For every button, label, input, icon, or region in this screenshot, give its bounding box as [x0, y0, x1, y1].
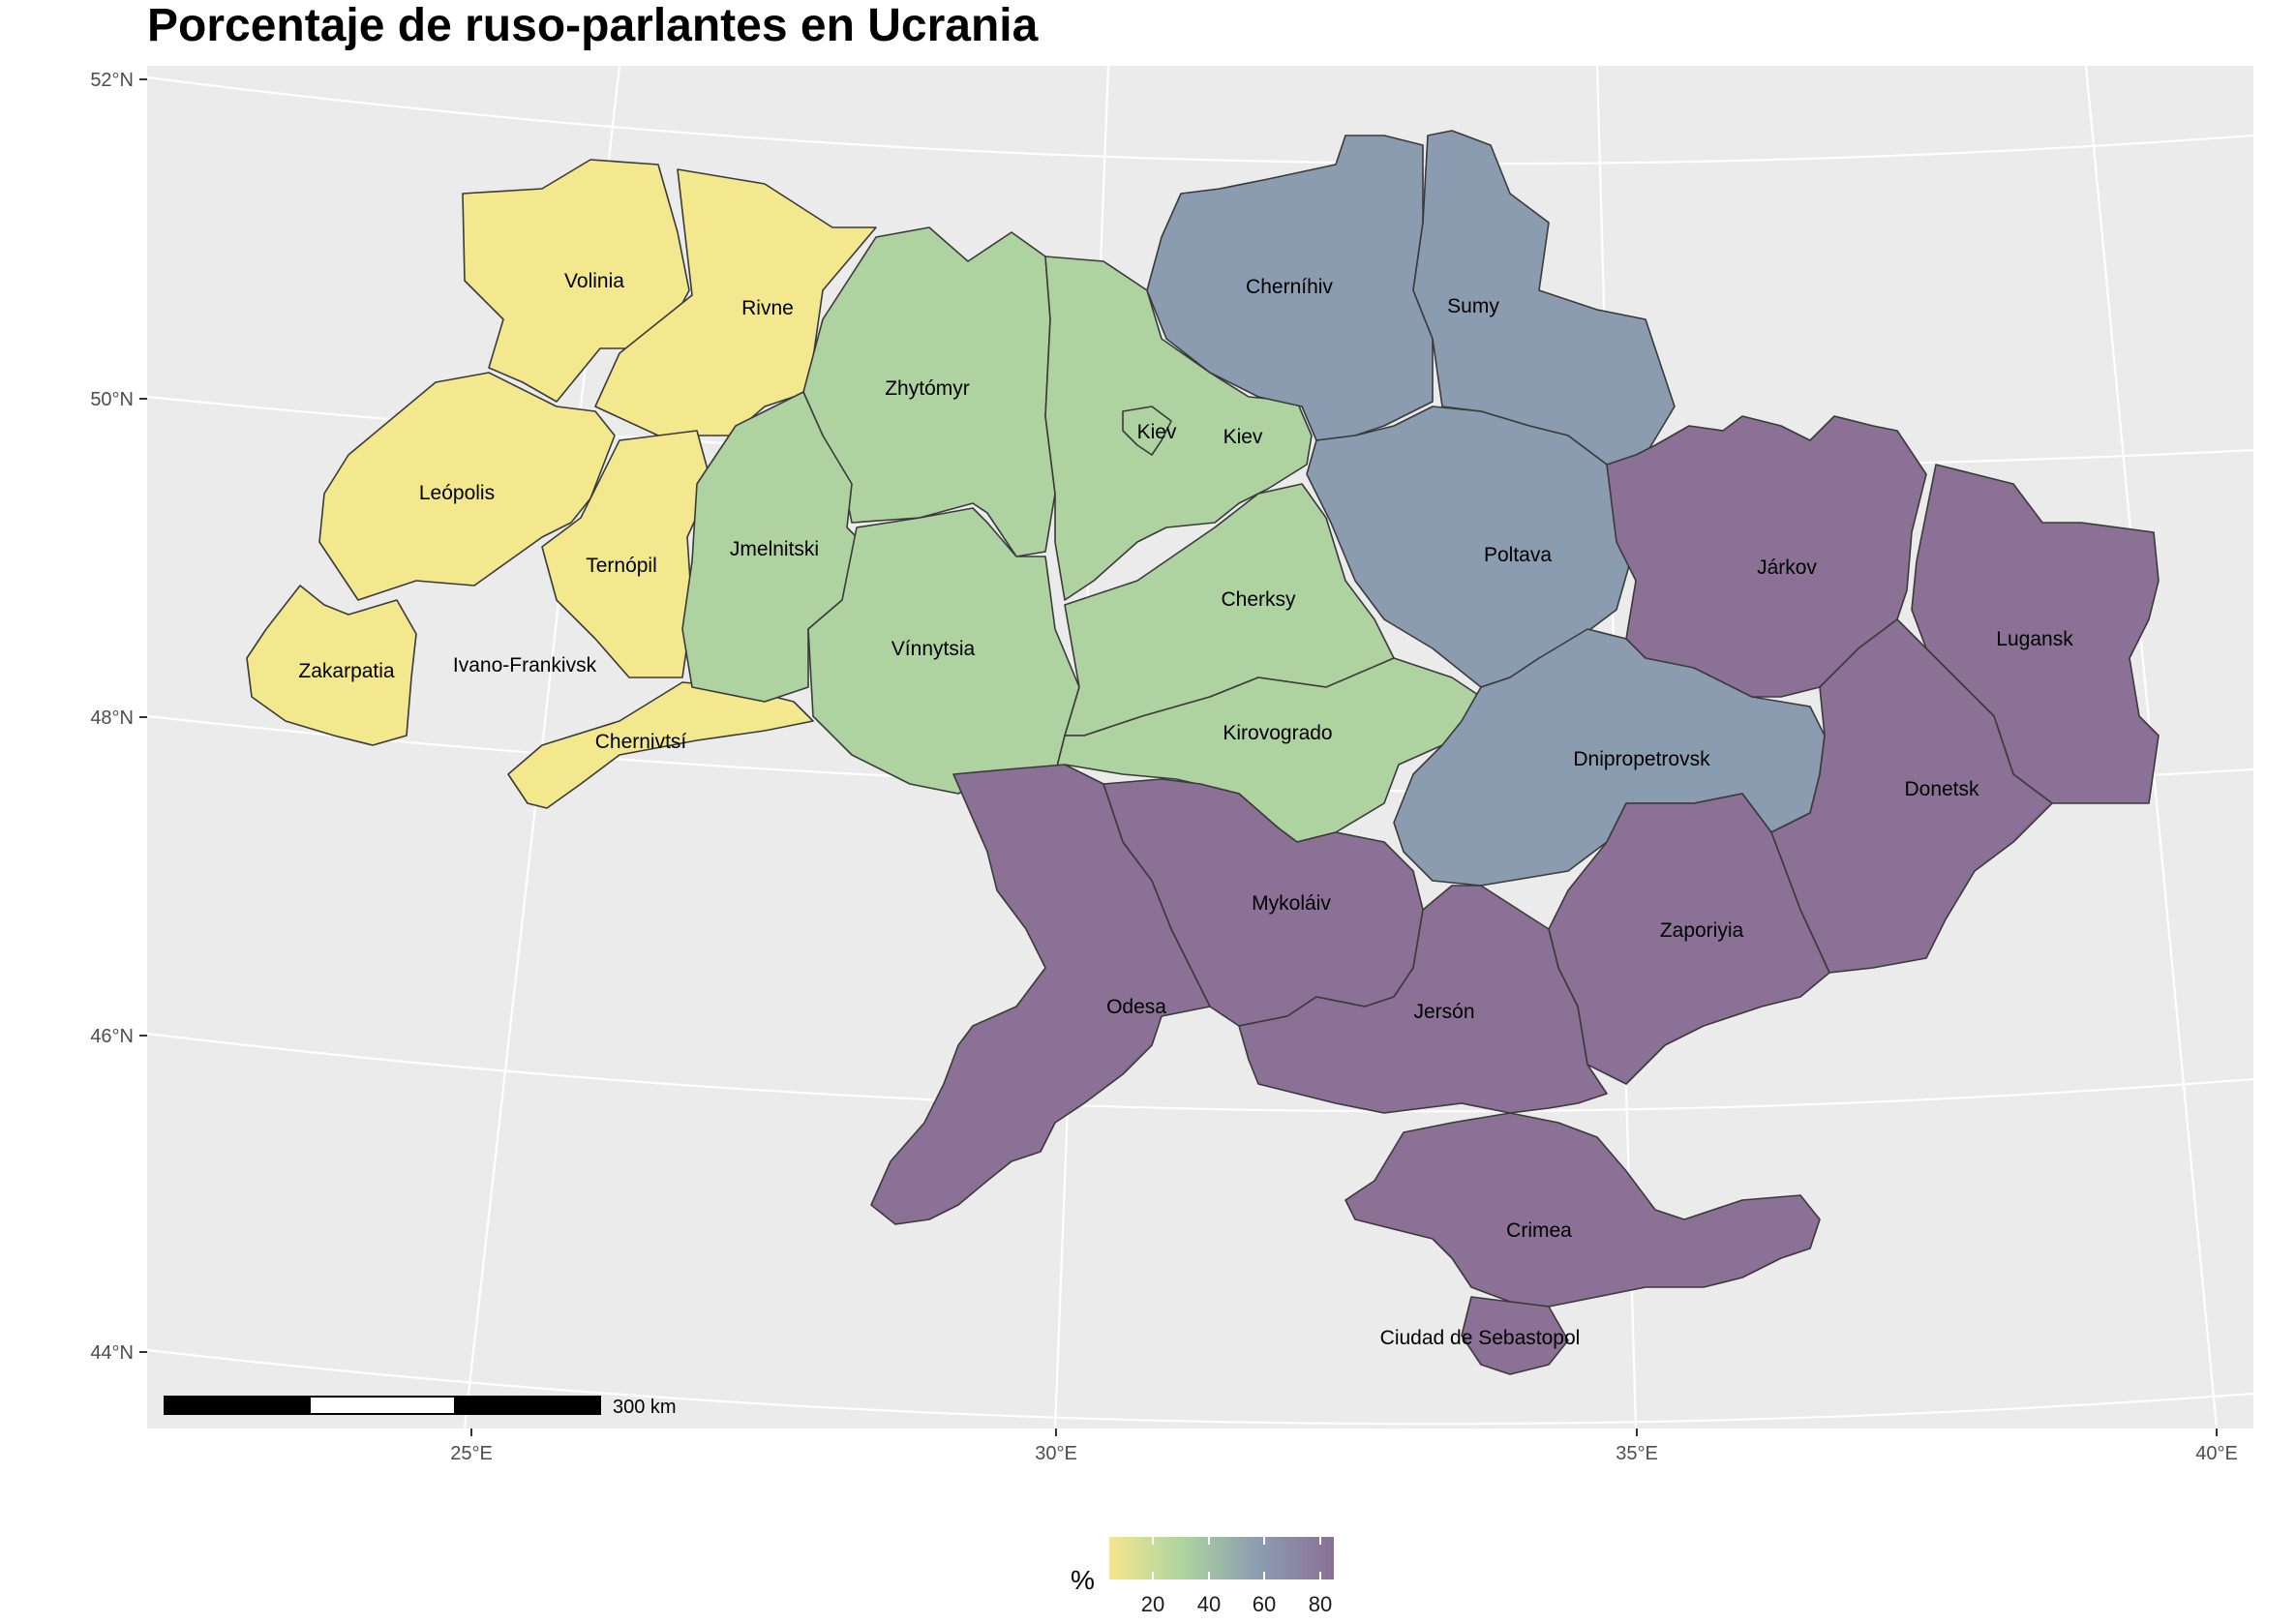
region-jerson — [1238, 885, 1608, 1114]
region-sebastopol — [1461, 1296, 1569, 1375]
scale-bar: 300 km — [164, 1396, 677, 1418]
lon-axis: 25°E 30°E 35°E 40°E — [450, 1429, 2238, 1464]
label-rivne: Rivne — [741, 297, 794, 319]
lat-label-50: 50°N — [90, 389, 134, 410]
region-kirovogrado — [1054, 657, 1482, 843]
label-kiev-oblast: Kiev — [1224, 426, 1263, 448]
label-ivano-frankivsk: Ivano-Frankivsk — [453, 654, 597, 677]
region-chernihiv — [1146, 135, 1434, 441]
label-zakarpatia: Zakarpatia — [298, 660, 395, 682]
legend-title: % — [1071, 1565, 1095, 1595]
label-leopolis: Leópolis — [419, 482, 495, 504]
label-jmelnitski: Jmelnitski — [730, 538, 819, 560]
region-jarkov — [1606, 415, 1927, 698]
legend-label-80: 80 — [1309, 1592, 1332, 1616]
legend-label-40: 40 — [1197, 1592, 1221, 1616]
region-donetsk — [1770, 618, 2053, 974]
scale-segment-3 — [454, 1396, 601, 1415]
label-chernivtsi: Chernivtsí — [595, 731, 687, 753]
label-sebastopol: Ciudad de Sebastopol — [1380, 1327, 1581, 1349]
region-kiev-oblast — [1044, 256, 1313, 601]
label-jarkov: Járkov — [1757, 556, 1817, 579]
lat-axis: 52°N 50°N 48°N 46°N 44°N — [90, 70, 147, 1364]
label-zaporiyia: Zaporiyia — [1660, 919, 1744, 942]
label-mykolaiv: Mykoláiv — [1252, 892, 1331, 915]
label-zhytomyr: Zhytómyr — [885, 377, 970, 400]
label-kirovogrado: Kirovogrado — [1223, 722, 1332, 744]
scale-label: 300 km — [613, 1397, 677, 1418]
region-labels: Volinia Rivne Leópolis Ternópil Zakarpat… — [298, 270, 2073, 1349]
label-lugansk: Lugansk — [1996, 628, 2073, 650]
region-zakarpatia — [246, 585, 417, 746]
lat-label-52: 52°N — [90, 70, 134, 91]
lon-label-35: 35°E — [1616, 1443, 1658, 1464]
region-kiev-city — [1122, 406, 1172, 456]
lon-label-40: 40°E — [2195, 1443, 2238, 1464]
legend: % 20 40 60 80 — [1071, 1537, 1334, 1616]
scale-segment-2 — [309, 1396, 456, 1415]
label-kiev-city: Kiev — [1137, 421, 1177, 443]
label-sumy: Sumy — [1447, 295, 1499, 317]
label-odesa: Odesa — [1106, 996, 1166, 1018]
graticule-lat-46 — [146, 1032, 2254, 1113]
scale-segment-1 — [164, 1396, 311, 1415]
legend-colorbar — [1109, 1537, 1334, 1579]
label-vinnytsia: Vínnytsia — [891, 638, 976, 660]
region-odesa — [870, 764, 1211, 1225]
label-jerson: Jersón — [1413, 1001, 1474, 1023]
label-cherksy: Cherksy — [1221, 588, 1296, 611]
graticule-lat-44 — [146, 1348, 2254, 1426]
region-leopolis — [318, 372, 616, 601]
region-chernivtsi — [507, 681, 814, 809]
label-poltava: Poltava — [1484, 544, 1552, 566]
lat-label-48: 48°N — [90, 707, 134, 729]
legend-label-60: 60 — [1253, 1592, 1276, 1616]
lat-label-44: 44°N — [90, 1342, 134, 1364]
legend-ticks — [1152, 1537, 1321, 1579]
lat-label-46: 46°N — [90, 1026, 134, 1047]
region-rivne — [594, 168, 877, 436]
label-crimea: Crimea — [1506, 1219, 1572, 1242]
lon-label-30: 30°E — [1035, 1443, 1077, 1464]
label-volinia: Volinia — [564, 270, 624, 292]
label-chernihiv: Cherníhiv — [1246, 276, 1333, 298]
label-ternopil: Ternópil — [586, 555, 657, 577]
region-crimea — [1344, 1112, 1821, 1308]
graticule-lat-52 — [146, 75, 2254, 165]
region-poltava — [1306, 406, 1637, 688]
regions-layer — [246, 131, 2160, 1375]
label-dnipropetrovsk: Dnipropetrovsk — [1573, 748, 1710, 770]
legend-label-20: 20 — [1141, 1592, 1164, 1616]
label-donetsk: Donetsk — [1904, 778, 1979, 800]
map-title: Porcentaje de ruso-parlantes en Ucrania — [147, 0, 1039, 51]
lon-label-25: 25°E — [450, 1443, 493, 1464]
